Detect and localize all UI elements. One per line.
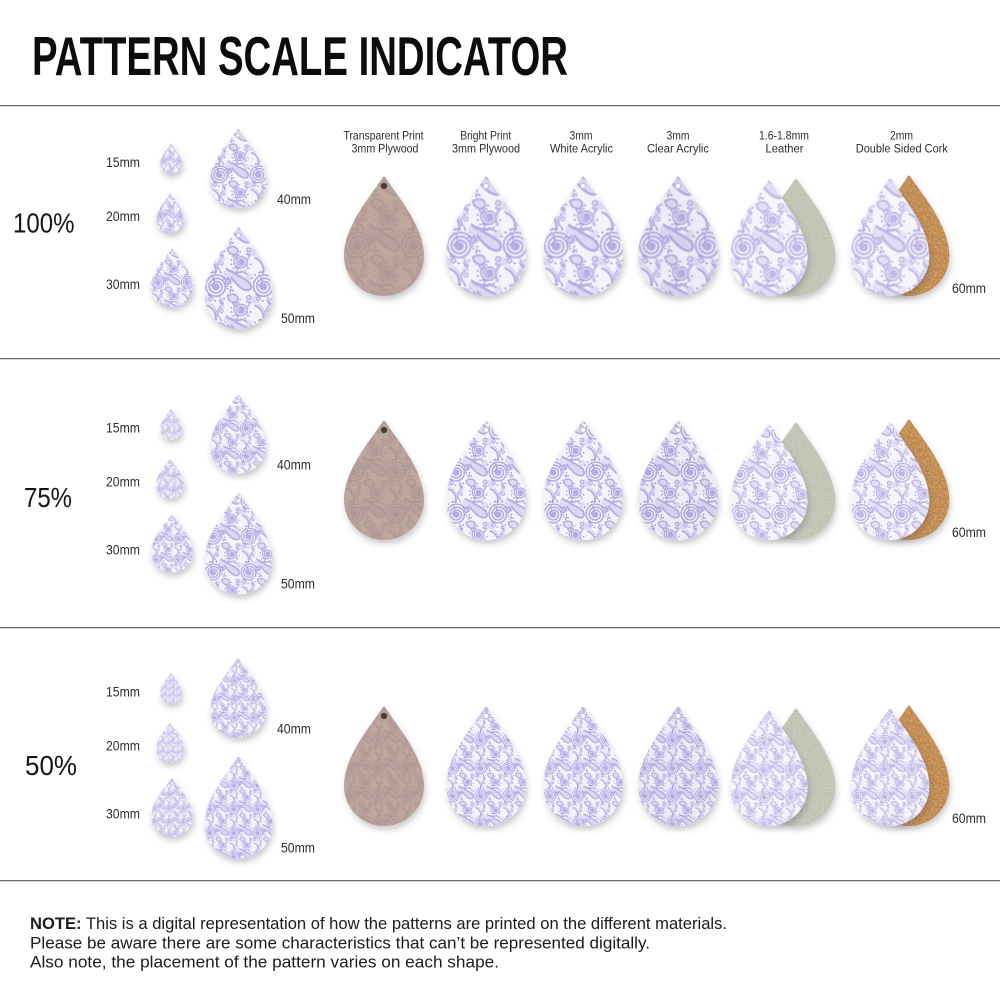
svg-text:Leather: Leather bbox=[766, 142, 804, 156]
svg-text:Transparent Print: Transparent Print bbox=[344, 129, 424, 143]
svg-text:20mm: 20mm bbox=[106, 208, 140, 224]
svg-text:Also note, the placement of th: Also note, the placement of the pattern … bbox=[30, 953, 499, 972]
svg-text:75%: 75% bbox=[24, 482, 72, 513]
svg-text:NOTE: This is a digital repres: NOTE: This is a digital representation o… bbox=[30, 914, 727, 933]
svg-text:100%: 100% bbox=[13, 208, 75, 239]
svg-text:Clear Acrylic: Clear Acrylic bbox=[647, 142, 709, 156]
svg-text:60mm: 60mm bbox=[952, 810, 986, 826]
svg-text:20mm: 20mm bbox=[106, 474, 140, 490]
svg-text:40mm: 40mm bbox=[277, 721, 311, 737]
svg-text:40mm: 40mm bbox=[277, 457, 311, 473]
svg-text:Please be aware there are some: Please be aware there are some character… bbox=[30, 934, 650, 953]
svg-text:15mm: 15mm bbox=[106, 420, 140, 436]
svg-text:2mm: 2mm bbox=[890, 129, 913, 143]
svg-text:60mm: 60mm bbox=[952, 524, 986, 540]
svg-text:3mm Plywood: 3mm Plywood bbox=[452, 142, 520, 156]
svg-text:50mm: 50mm bbox=[281, 840, 315, 856]
svg-text:20mm: 20mm bbox=[106, 738, 140, 754]
svg-text:40mm: 40mm bbox=[277, 191, 311, 207]
svg-text:3mm Plywood: 3mm Plywood bbox=[352, 142, 419, 156]
svg-text:30mm: 30mm bbox=[106, 806, 140, 822]
svg-text:50mm: 50mm bbox=[281, 310, 315, 326]
svg-text:30mm: 30mm bbox=[106, 542, 140, 558]
svg-text:Bright Print: Bright Print bbox=[460, 129, 511, 143]
svg-text:Double Sided Cork: Double Sided Cork bbox=[856, 142, 949, 156]
svg-text:15mm: 15mm bbox=[106, 684, 140, 700]
svg-text:15mm: 15mm bbox=[106, 154, 140, 170]
svg-text:50%: 50% bbox=[25, 750, 77, 781]
svg-text:White Acrylic: White Acrylic bbox=[550, 142, 613, 156]
svg-text:3mm: 3mm bbox=[570, 129, 593, 143]
svg-text:30mm: 30mm bbox=[106, 276, 140, 292]
svg-text:1.6-1.8mm: 1.6-1.8mm bbox=[759, 129, 809, 143]
svg-text:50mm: 50mm bbox=[281, 576, 315, 592]
svg-text:3mm: 3mm bbox=[667, 129, 690, 143]
svg-text:PATTERN SCALE INDICATOR: PATTERN SCALE INDICATOR bbox=[32, 25, 568, 87]
svg-text:60mm: 60mm bbox=[952, 280, 986, 296]
